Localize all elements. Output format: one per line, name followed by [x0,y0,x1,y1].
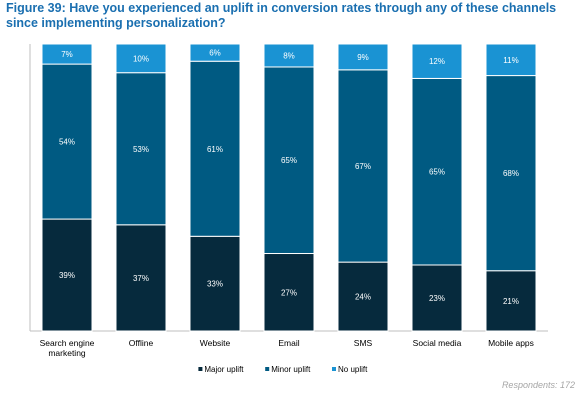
data-label-no-uplift-offline: 10% [133,54,149,63]
x-tick-label-search-engine-marketing-line2: marketing [48,348,86,358]
bar-minor-uplift-email [263,66,315,255]
bar-no-uplift-sms [337,43,389,71]
data-label-no-uplift-social-media: 12% [429,57,445,66]
x-tick-label-mobile-apps: Mobile apps [488,338,534,348]
x-tick-label-social-media: Social media [413,338,462,348]
data-label-major-uplift-sms: 24% [355,293,371,302]
bar-minor-uplift-sms [337,69,389,263]
bar-no-uplift-search-engine-marketing [41,43,93,65]
bar-no-uplift-social-media [411,43,463,79]
bar-minor-uplift-website [189,60,241,237]
data-label-minor-uplift-social-media: 65% [429,168,445,177]
data-label-no-uplift-website: 6% [209,49,221,58]
data-label-major-uplift-social-media: 23% [429,294,445,303]
data-label-major-uplift-email: 27% [281,288,297,297]
bar-no-uplift-website [189,43,241,62]
data-label-minor-uplift-search-engine-marketing: 54% [59,138,75,147]
bar-no-uplift-offline [115,43,167,74]
data-label-minor-uplift-website: 61% [207,145,223,154]
legend-swatch-major-uplift [198,367,203,371]
legend-swatch-no-uplift [332,367,336,371]
bar-major-uplift-offline [115,224,167,332]
bar-major-uplift-email [263,253,315,332]
x-tick-label-email: Email [278,338,299,348]
data-label-minor-uplift-email: 65% [281,156,297,165]
legend-label-minor-uplift: Minor uplift [271,365,311,374]
data-label-no-uplift-sms: 9% [357,53,369,62]
x-tick-label-search-engine-marketing: Search engine [40,338,95,348]
bar-major-uplift-mobile-apps [485,270,537,332]
data-label-no-uplift-email: 8% [283,51,295,60]
x-tick-label-website: Website [200,338,231,348]
legend-label-no-uplift: No uplift [338,365,368,374]
bar-minor-uplift-offline [115,72,167,226]
data-label-minor-uplift-mobile-apps: 68% [503,169,519,178]
data-label-major-uplift-search-engine-marketing: 39% [59,271,75,280]
data-label-minor-uplift-sms: 67% [355,162,371,171]
data-label-no-uplift-mobile-apps: 11% [503,56,518,65]
chart-title: Figure 39: Have you experienced an uplif… [6,1,557,30]
legend-swatch-minor-uplift [265,367,270,371]
x-tick-label-sms: SMS [354,338,373,348]
data-label-major-uplift-offline: 37% [133,274,149,283]
data-label-no-uplift-search-engine-marketing: 7% [61,50,73,59]
x-tick-label-offline: Offline [129,338,154,348]
bar-major-uplift-website [189,235,241,332]
bar-major-uplift-search-engine-marketing [41,218,93,332]
respondents-note: Respondents: 172 [501,380,575,390]
bar-no-uplift-mobile-apps [485,43,537,77]
data-label-minor-uplift-offline: 53% [133,145,149,154]
legend-label-major-uplift: Major uplift [204,365,244,374]
bar-major-uplift-sms [337,261,389,332]
bar-no-uplift-email [263,43,315,68]
data-label-major-uplift-mobile-apps: 21% [503,297,519,306]
data-label-major-uplift-website: 33% [207,280,223,289]
